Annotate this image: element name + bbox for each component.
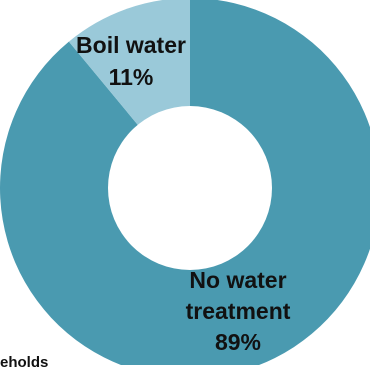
slice-label-boil-water: Boil water 11% — [76, 32, 186, 90]
slice-name-label: No water — [189, 267, 286, 293]
slice-value-label: 89% — [215, 329, 261, 355]
cropped-caption-text: eholds — [0, 354, 49, 371]
labels-layer: No water treatment 89% Boil water 11% — [76, 32, 291, 355]
slice-name-label: treatment — [186, 298, 291, 324]
slice-label-no-water-treatment: No water treatment 89% — [186, 267, 291, 355]
donut-hole — [108, 106, 272, 270]
slice-name-label: Boil water — [76, 32, 186, 58]
slice-value-label: 11% — [109, 64, 154, 90]
